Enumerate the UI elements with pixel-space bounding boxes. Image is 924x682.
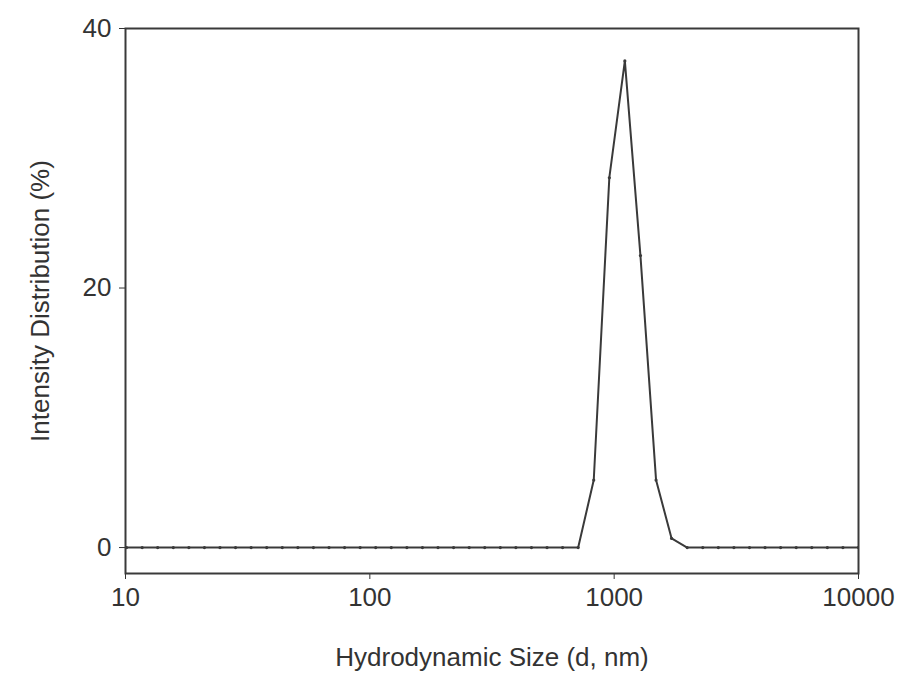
svg-text:20: 20 <box>83 272 112 302</box>
svg-text:1000: 1000 <box>585 582 643 612</box>
svg-text:100: 100 <box>348 582 391 612</box>
svg-text:40: 40 <box>83 13 112 43</box>
svg-text:0: 0 <box>97 532 111 562</box>
svg-text:10000: 10000 <box>822 582 894 612</box>
svg-text:Hydrodynamic Size (d, nm): Hydrodynamic Size (d, nm) <box>335 642 649 672</box>
svg-text:10: 10 <box>111 582 140 612</box>
svg-text:Intensity Distribution (%): Intensity Distribution (%) <box>25 160 55 442</box>
